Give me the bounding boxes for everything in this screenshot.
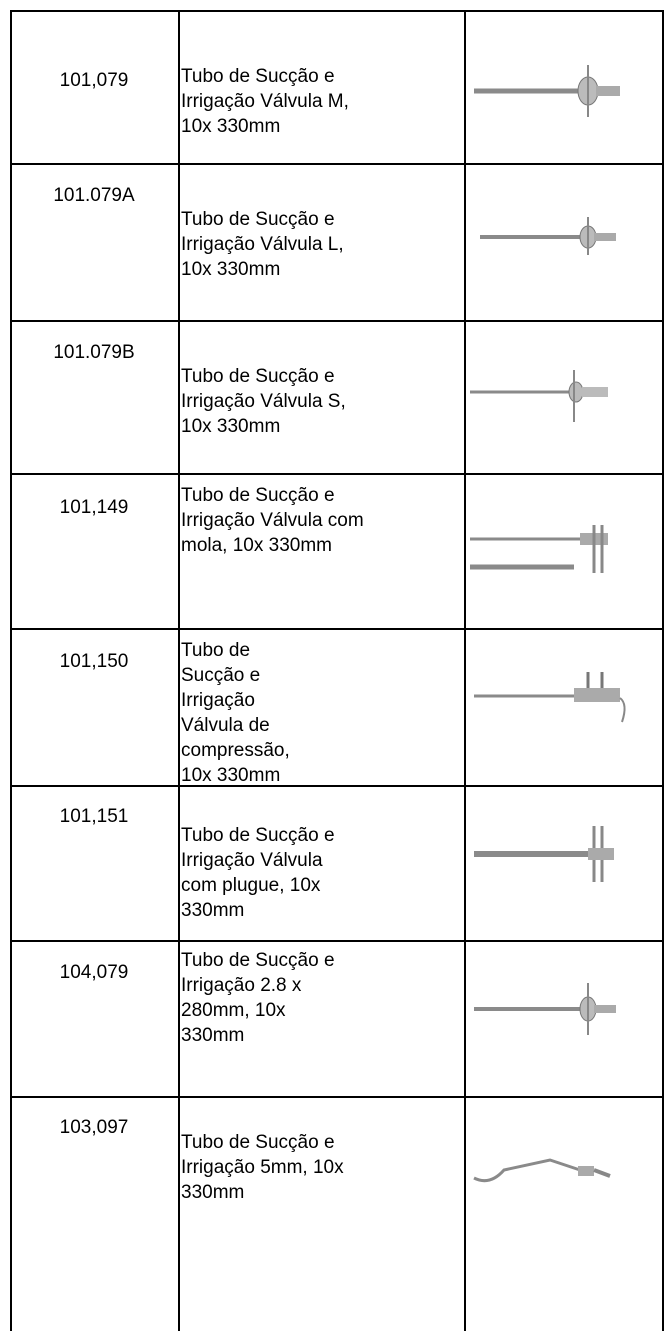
item-code: 103,097 (59, 1117, 129, 1138)
item-description: 280mm, 10x (181, 1000, 286, 1021)
item-description: Tubo de Sucção e (181, 66, 335, 87)
instrument-image (474, 65, 620, 117)
item-description: Irrigação Válvula com (181, 510, 364, 531)
item-description: compressão, (181, 740, 290, 761)
item-description: Tubo de Sucção e (181, 485, 335, 506)
item-description: mola, 10x 330mm (181, 535, 333, 556)
row-border (10, 785, 664, 787)
item-code: 101.079B (53, 342, 135, 363)
item-description: Sucção e (181, 665, 261, 686)
item-code: 101,149 (59, 497, 129, 518)
column-border (464, 10, 466, 1331)
item-description: com plugue, 10x (181, 875, 321, 896)
item-description: Irrigação Válvula L, (181, 234, 344, 255)
row-border (10, 163, 664, 165)
item-description: Irrigação Válvula S, (181, 391, 346, 412)
instrument-image (474, 672, 626, 723)
instrument-image (480, 217, 616, 255)
column-border (10, 10, 12, 1331)
row-border (10, 10, 664, 12)
item-description: 10x 330mm (181, 259, 281, 280)
instrument-image (470, 370, 608, 422)
row-border (10, 1096, 664, 1098)
item-description: 330mm (181, 1182, 245, 1203)
item-code: 101,079 (59, 70, 129, 91)
instrument-image (474, 983, 616, 1035)
column-border (178, 10, 180, 1331)
row-border (10, 940, 664, 942)
row-border (10, 628, 664, 630)
item-description: 330mm (181, 1025, 245, 1046)
instrument-image (474, 826, 614, 882)
item-code: 101,150 (59, 651, 129, 672)
item-code: 101,151 (59, 806, 129, 827)
item-description: Válvula de (181, 715, 270, 736)
item-code: 104,079 (59, 962, 129, 983)
item-description: 10x 330mm (181, 116, 281, 137)
item-description: 10x 330mm (181, 765, 281, 786)
item-description: Tubo de Sucção e (181, 209, 335, 230)
item-code: 101.079A (53, 185, 135, 206)
item-description: Tubo de Sucção e (181, 366, 335, 387)
item-description: Tubo de Sucção e (181, 950, 335, 971)
item-description: 330mm (181, 900, 245, 921)
item-description: 10x 330mm (181, 416, 281, 437)
instrument-image (470, 525, 608, 573)
item-description: Tubo de Sucção e (181, 825, 335, 846)
item-description: Tubo de Sucção e (181, 1132, 335, 1153)
item-description: Irrigação (181, 690, 255, 711)
item-description: Irrigação Válvula (181, 850, 323, 871)
instrument-image (473, 1158, 611, 1183)
column-border (662, 10, 664, 1331)
item-description: Irrigação Válvula M, (181, 91, 349, 112)
item-description: Irrigação 5mm, 10x (181, 1157, 344, 1178)
row-border (10, 320, 664, 322)
item-description: Tubo de (181, 640, 251, 661)
row-border (10, 473, 664, 475)
item-description: Irrigação 2.8 x (181, 975, 302, 996)
